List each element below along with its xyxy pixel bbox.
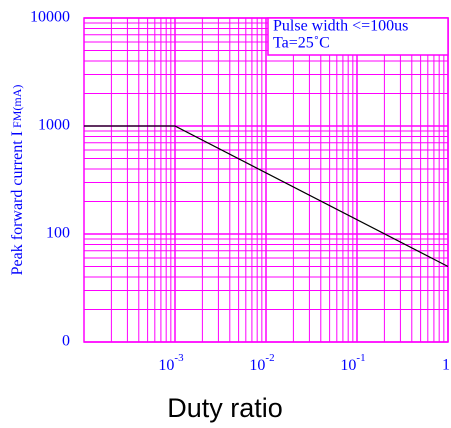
y-axis-label-sub: FM(mA) <box>10 85 24 128</box>
x-tick-exponent: -3 <box>174 352 184 364</box>
annotation-box <box>267 17 449 56</box>
x-tick-base: 10 <box>249 357 265 374</box>
line <box>84 125 449 268</box>
x-tick-label: 1 <box>442 357 450 374</box>
y-axis-label-main: Peak forward current I <box>9 131 26 275</box>
x-tick-label: 10-2 <box>249 352 274 374</box>
y-axis-label: Peak forward current I FM(mA) <box>9 85 26 276</box>
x-tick-label: 10-3 <box>158 352 184 374</box>
x-tick-label: 10-1 <box>340 352 365 374</box>
x-tick-exponent: -2 <box>265 352 274 364</box>
plot-frame <box>83 17 449 343</box>
annotation: Ta=25˚C <box>273 35 330 52</box>
y-tick-label: 10000 <box>30 9 70 26</box>
x-axis-label: Duty ratio <box>167 393 283 423</box>
x-tick-base: 10 <box>340 357 356 374</box>
x-tick-exponent: -1 <box>356 352 365 364</box>
annotation: Pulse width <=100us <box>273 18 408 35</box>
y-tick-label: 100 <box>46 225 70 242</box>
x-tick-base: 10 <box>158 357 174 374</box>
y-tick-label: 0 <box>62 333 70 350</box>
y-tick-label: 1000 <box>38 117 70 134</box>
